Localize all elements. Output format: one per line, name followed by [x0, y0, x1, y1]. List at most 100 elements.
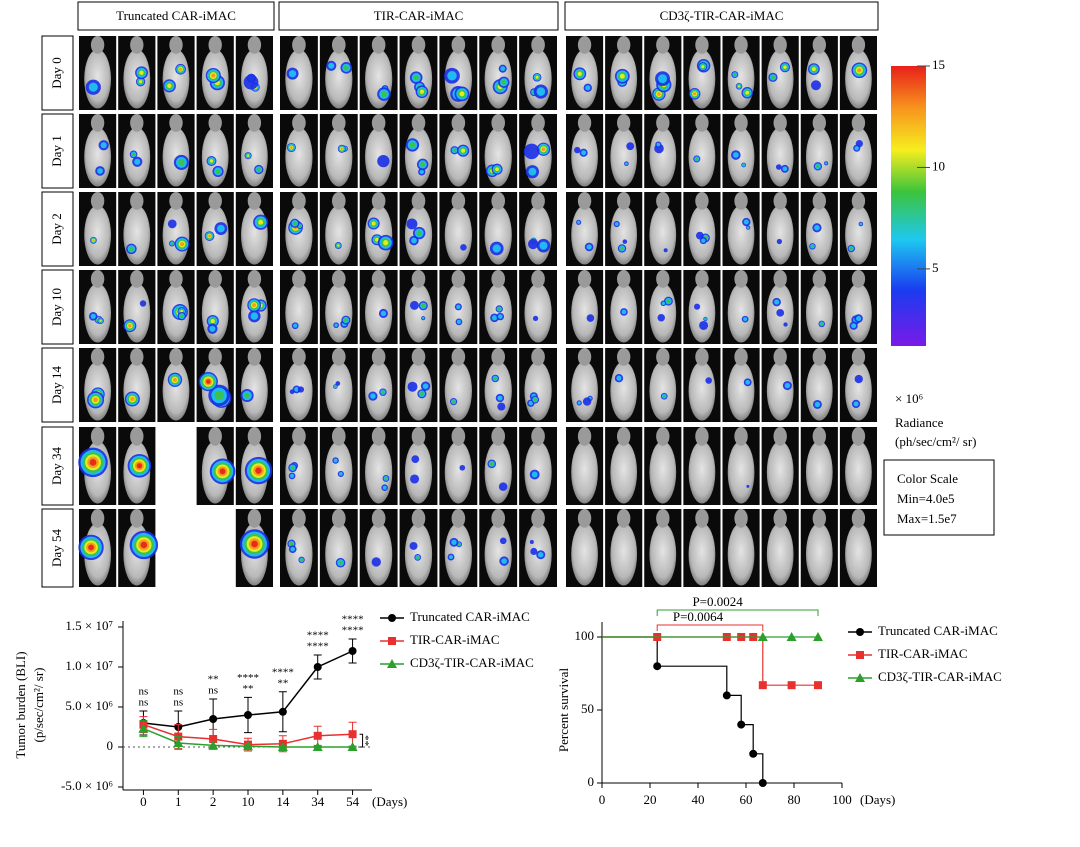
signal	[493, 376, 497, 381]
signal	[746, 484, 750, 488]
x-axis-label: (Days)	[860, 792, 895, 807]
mouse-head	[734, 192, 748, 210]
signal	[776, 308, 785, 317]
signal	[255, 467, 262, 474]
signal	[409, 541, 418, 550]
legend-label: CD3ζ-TIR-CAR-iMAC	[410, 655, 534, 670]
mouse-head	[531, 270, 545, 288]
marker	[737, 720, 746, 729]
signal	[334, 385, 337, 388]
mouse-head	[656, 348, 670, 366]
signal	[577, 401, 581, 405]
mouse-head	[695, 427, 709, 446]
mouse-body	[241, 205, 268, 265]
mouse-head	[292, 509, 306, 528]
mouse-head	[90, 270, 105, 288]
signal	[746, 226, 750, 229]
signal	[300, 558, 303, 562]
day-label: Day 1	[49, 135, 64, 166]
x-tick-label: 2	[210, 794, 217, 809]
signal	[814, 224, 820, 231]
mouse-head	[371, 192, 386, 210]
mouse-body	[84, 283, 111, 343]
mouse-body	[285, 283, 313, 343]
mouse-body	[285, 441, 313, 504]
mouse-body	[805, 523, 833, 586]
signal	[381, 390, 385, 394]
signal	[811, 67, 816, 72]
signal	[625, 162, 628, 166]
signal	[419, 391, 424, 396]
mouse-head	[812, 270, 826, 288]
significance-label: ns	[139, 686, 149, 698]
mouse-body	[444, 441, 472, 504]
signal	[535, 75, 539, 79]
mouse-head	[130, 270, 144, 288]
mouse-head	[577, 192, 592, 210]
signal	[343, 65, 349, 71]
significance-label: **	[277, 677, 288, 689]
x-tick-label: 34	[311, 794, 325, 809]
mouse-head	[734, 36, 748, 54]
signal	[92, 239, 95, 242]
mouse-head	[169, 114, 183, 132]
mouse-head	[695, 36, 709, 54]
group-header-box	[278, 1, 559, 31]
marker	[347, 742, 358, 751]
marker	[749, 749, 758, 758]
marker	[312, 742, 323, 751]
group-header: Truncated CAR-iMAC	[116, 8, 236, 23]
signal	[214, 390, 224, 401]
colorbar-tick-label: 10	[932, 158, 945, 173]
legend-marker	[388, 614, 396, 622]
y-axis-label: Tumor burden (BLI)	[13, 651, 28, 758]
signal	[622, 239, 628, 244]
signal	[770, 75, 775, 80]
mouse-body	[688, 523, 716, 586]
signal	[704, 318, 707, 320]
day-label: Day 10	[49, 288, 64, 326]
signal	[244, 392, 250, 399]
signal	[853, 401, 859, 407]
significance-label: ****	[307, 641, 329, 653]
color-scale-max: Max=1.5e7	[897, 511, 957, 526]
signal	[338, 560, 343, 565]
signal	[209, 159, 214, 163]
mouse-head	[451, 427, 466, 446]
x-tick-label: 10	[242, 794, 255, 809]
mouse-head	[812, 114, 826, 132]
signal	[180, 242, 185, 247]
signal	[529, 540, 534, 545]
signal	[661, 301, 666, 306]
signal	[407, 381, 418, 392]
mouse-body	[610, 361, 638, 421]
signal	[217, 224, 225, 233]
mouse-body	[162, 49, 190, 109]
legend-marker	[855, 673, 865, 682]
day-label-box	[41, 113, 74, 189]
mouse-body	[688, 361, 716, 421]
mouse-head	[617, 270, 631, 288]
marker	[787, 681, 796, 690]
signal	[344, 318, 348, 322]
mouse-body	[766, 127, 794, 187]
signal	[130, 396, 135, 402]
signal	[701, 238, 706, 243]
signal	[289, 389, 295, 395]
day-label: Day 54	[49, 529, 64, 567]
mouse-head	[451, 270, 466, 288]
signal	[497, 307, 501, 311]
mouse-body	[845, 361, 872, 421]
signal	[782, 166, 788, 172]
mouse-head	[812, 36, 826, 54]
mouse-body	[845, 205, 872, 265]
signal	[167, 83, 172, 89]
signal	[820, 322, 824, 326]
signal	[294, 387, 299, 392]
day-label-box	[41, 269, 74, 345]
mouse-body	[444, 283, 472, 343]
signal	[256, 167, 261, 172]
marker	[814, 681, 822, 690]
mouse-head	[491, 36, 506, 54]
mouse-body	[484, 205, 512, 265]
